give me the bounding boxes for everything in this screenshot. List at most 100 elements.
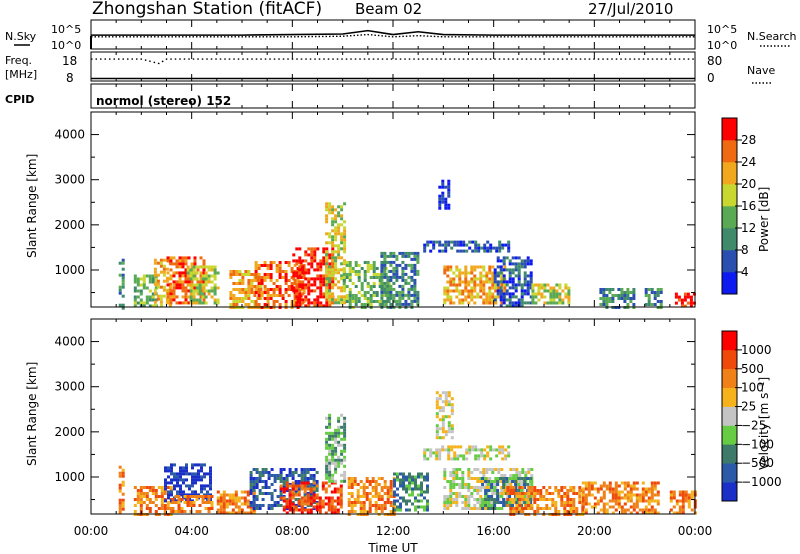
data-cell [499, 304, 503, 308]
data-cell [383, 260, 387, 264]
data-cell [222, 502, 226, 506]
data-cell [159, 294, 163, 298]
data-cell [362, 501, 366, 504]
data-cell [435, 424, 439, 428]
data-cell [282, 505, 286, 509]
data-cell [500, 507, 504, 510]
data-cell [328, 283, 332, 287]
data-cell [189, 301, 193, 305]
data-cell [194, 493, 197, 497]
data-cell [200, 475, 203, 479]
data-cell [260, 282, 264, 285]
data-cell [446, 507, 450, 510]
data-cell [330, 502, 334, 506]
data-cell [380, 254, 384, 258]
data-cell [526, 286, 530, 290]
data-cell [192, 277, 196, 281]
data-cell [292, 253, 296, 257]
data-cell [377, 495, 381, 498]
data-cell [401, 269, 405, 273]
data-cell [350, 486, 354, 489]
data-cell [365, 510, 369, 513]
data-cell [560, 495, 564, 498]
data-cell [216, 511, 220, 515]
data-cell [502, 486, 506, 489]
data-cell [216, 286, 220, 290]
data-cell [449, 486, 453, 489]
data-cell [295, 286, 299, 290]
data-cell [328, 419, 332, 423]
data-cell [521, 501, 525, 504]
data-cell [551, 498, 555, 501]
data-cell [545, 507, 549, 510]
data-cell [193, 256, 197, 260]
data-cell [163, 492, 167, 495]
data-cell [389, 302, 393, 306]
data-cell [456, 454, 460, 458]
data-cell [306, 481, 310, 485]
data-cell [602, 294, 606, 297]
data-cell [623, 496, 627, 500]
data-cell [133, 277, 137, 281]
data-cell [569, 489, 573, 492]
data-cell [316, 295, 320, 299]
data-cell [159, 264, 163, 268]
data-cell [333, 499, 337, 503]
data-cell [340, 274, 344, 278]
data-cell [443, 501, 447, 504]
data-cell [506, 504, 510, 507]
data-cell [386, 486, 390, 489]
data-cell [229, 294, 233, 297]
data-cell [417, 484, 420, 488]
data-cell [482, 471, 486, 474]
data-cell [656, 493, 660, 497]
data-cell [369, 267, 373, 270]
data-cell [189, 495, 193, 498]
data-cell [300, 511, 304, 515]
data-cell [423, 478, 426, 482]
data-cell [328, 479, 332, 483]
data-cell [264, 471, 268, 474]
data-cell [357, 276, 361, 279]
data-cell [121, 303, 125, 307]
data-cell [490, 507, 494, 510]
data-cell [650, 505, 654, 509]
data-cell [187, 277, 191, 281]
data-cell [529, 295, 533, 299]
data-cell [201, 495, 205, 498]
data-cell [464, 298, 468, 302]
data-cell [231, 508, 235, 512]
data-cell [447, 206, 451, 210]
data-cell [293, 291, 297, 294]
data-cell [328, 292, 332, 296]
data-cell [295, 247, 299, 251]
data-cell [530, 504, 534, 507]
data-cell [198, 298, 202, 302]
data-cell [584, 487, 588, 491]
data-cell [331, 220, 335, 224]
data-cell [347, 492, 351, 495]
data-cell [331, 223, 335, 227]
data-cell [267, 477, 271, 480]
data-cell [626, 484, 630, 488]
data-cell [297, 508, 301, 512]
data-cell [458, 492, 462, 495]
nave-label: Nave [747, 64, 775, 77]
data-cell [240, 496, 244, 500]
data-cell [450, 430, 454, 434]
data-cell [500, 301, 504, 305]
data-cell [182, 493, 185, 497]
data-cell [461, 474, 465, 477]
data-cell [328, 262, 332, 266]
data-cell [378, 276, 382, 279]
data-cell [614, 481, 618, 485]
data-cell [350, 504, 354, 507]
data-cell [444, 433, 448, 437]
data-cell [455, 492, 459, 495]
data-cell [392, 287, 396, 291]
data-cell [605, 288, 609, 291]
data-cell [501, 448, 505, 452]
data-cell [380, 266, 384, 270]
data-cell [484, 477, 488, 480]
data-cell [449, 280, 453, 284]
